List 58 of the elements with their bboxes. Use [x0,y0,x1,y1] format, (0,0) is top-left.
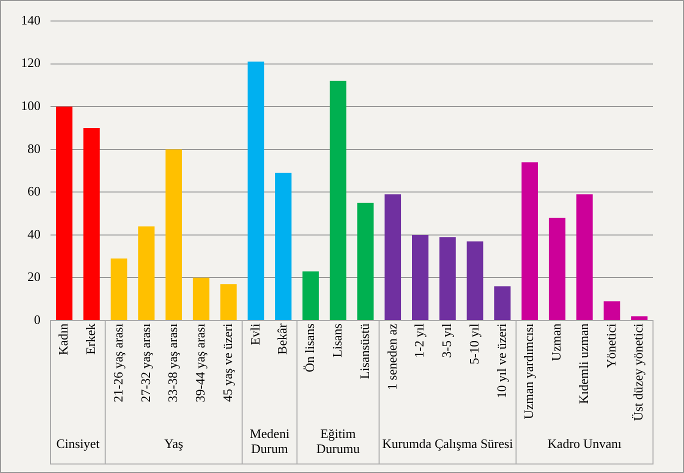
y-tick-label: 20 [28,269,40,284]
x-tick-label: Lisansüstü [356,323,372,380]
text: Medeni Durum [250,426,290,456]
x-tick-label: 27-32 yaş arası [138,323,153,402]
x-tick-label: Ön lisans [302,324,318,372]
x-tick-label: 5-10 yıl [466,323,482,364]
x-tick-label: Kıdemli uzman [576,323,591,404]
y-tick-label: 120 [21,55,40,70]
x-tick-label: Bekâr [274,322,290,355]
x-tick-label: 1 seneden az [384,323,400,390]
x-tick-label: 45 yaş ve üzeri [220,323,235,402]
x-tick-label: Lisans [329,324,344,358]
y-tick-label: 140 [21,12,40,28]
x-tick-label: Üst düzey yönetici [630,323,646,422]
bar [604,301,620,320]
bar [56,106,72,320]
bar [83,128,100,320]
bar [357,202,374,320]
bar [192,278,210,320]
x-tick-label: 39-44 yaş arası [192,323,208,402]
text: Yaş [164,436,184,451]
text: Cinsiyet [56,436,100,451]
bar [439,237,456,320]
x-tick-label: 21-26 yaş arası [110,323,126,402]
text: Kadro Unvanı [548,436,622,451]
bar [248,62,264,320]
bar [275,172,292,320]
bar [631,316,648,320]
bar [522,162,538,320]
y-tick-label: 100 [21,98,40,113]
bar [138,226,155,320]
x-tick-label: Yönetici [603,323,618,368]
bar [384,194,402,320]
bar [548,218,566,320]
bar [220,284,237,320]
x-tick-label: 1-2 yıl [412,323,427,358]
x-tick-label: Uzman yardımcısı [521,323,536,420]
x-tick-label: 3-5 yıl [439,323,454,358]
text: Eğitim Durumu [316,426,360,456]
bar [330,80,346,320]
x-tick-label: Uzman [548,323,564,362]
x-tick-label: 10 yıl ve üzeri [494,323,509,398]
text: Kurumda Çalışma Süresi [382,436,514,451]
bar [110,258,128,320]
bar [166,149,182,320]
bar [466,241,484,320]
bar [576,194,593,320]
y-tick-label: 0 [34,312,40,327]
y-tick-label: 60 [28,184,40,199]
bar [412,234,428,320]
x-tick-label: Kadın [56,323,71,356]
bar [494,286,511,320]
y-tick-label: 80 [28,140,40,156]
x-tick-label: 33-38 yaş arası [165,323,180,402]
x-tick-label: Evli [247,323,262,346]
x-tick-label: Erkek [83,323,98,355]
y-tick-label: 40 [28,226,40,242]
bar [302,271,319,320]
